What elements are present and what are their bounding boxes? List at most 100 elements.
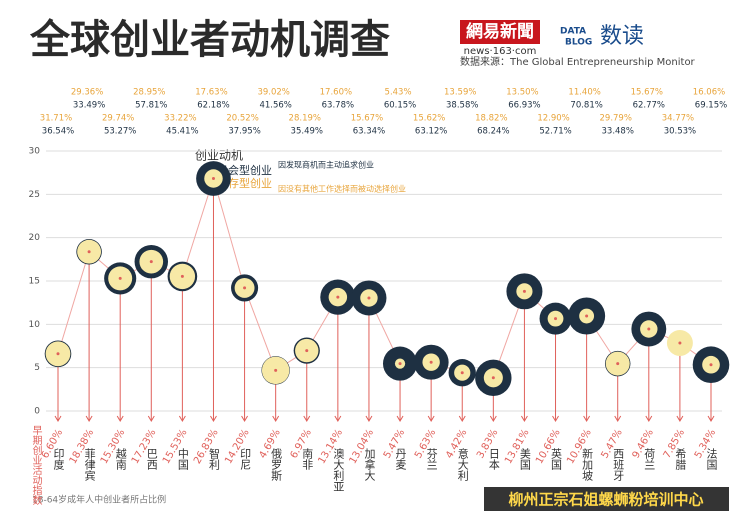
watermark-bg — [484, 487, 729, 511]
arrow — [458, 415, 466, 422]
necessity-label: 17.63% — [195, 88, 227, 98]
arrow — [676, 415, 684, 422]
x-tick-label: 南非 — [301, 448, 314, 471]
source: 数据来源：The Global Entrepreneurship Monitor — [460, 55, 696, 68]
necessity-label: 15.62% — [413, 114, 445, 124]
x-tick-label: 俄罗斯 — [270, 448, 283, 482]
point — [647, 327, 651, 331]
necessity-label: 12.90% — [537, 114, 569, 124]
point — [211, 176, 215, 180]
x-tick-label: 印尼 — [239, 448, 252, 471]
point — [367, 296, 371, 300]
necessity-label: 39.02% — [257, 88, 289, 98]
point — [709, 363, 713, 367]
blog-bottom: BLOG — [565, 38, 592, 48]
arrow — [210, 415, 217, 422]
legend-desc: 因没有其他工作选择而被动选择创业 — [278, 184, 406, 194]
point — [460, 371, 464, 375]
necessity-label: 20.52% — [226, 114, 258, 124]
opportunity-label: 68.24% — [477, 127, 509, 137]
opportunity-label: 38.58% — [446, 101, 478, 111]
opportunity-label: 30.53% — [664, 127, 696, 137]
point — [554, 317, 558, 321]
necessity-label: 28.19% — [289, 114, 321, 124]
arrow — [489, 415, 497, 422]
necessity-label: 33.22% — [164, 114, 196, 124]
x-tick-label: 日本 — [487, 448, 500, 471]
line — [57, 176, 712, 379]
arrow — [85, 415, 93, 422]
arrow — [521, 415, 528, 422]
opportunity-label: 35.49% — [291, 127, 323, 137]
point — [398, 362, 402, 366]
necessity-label: 18.82% — [475, 114, 507, 124]
point — [429, 360, 433, 364]
x-tick-label: 法国 — [705, 447, 718, 471]
necessity-label: 31.71% — [40, 114, 72, 124]
blog-top: DATA — [560, 27, 586, 37]
opportunity-label: 45.41% — [166, 127, 198, 137]
opportunity-label: 62.18% — [197, 101, 229, 111]
point — [274, 368, 278, 372]
x-tick-label: 澳大利亚 — [332, 448, 345, 492]
x-tick-label: 巴西 — [145, 448, 158, 470]
opportunity-label: 57.81% — [135, 101, 167, 111]
logo-name: 網易新聞 — [466, 21, 534, 42]
necessity-label: 29.79% — [600, 114, 632, 124]
point — [180, 274, 184, 278]
logo-bg — [460, 20, 540, 44]
point — [56, 352, 60, 356]
arrow — [707, 415, 715, 422]
y-tick-label: 20 — [29, 233, 41, 243]
arrow — [178, 415, 186, 422]
x-tick-label: 芬兰 — [425, 448, 438, 470]
arrow — [552, 415, 559, 422]
opportunity-label: 36.54% — [42, 127, 74, 137]
y-tick-label: 30 — [29, 147, 41, 157]
blog-name: 数读 — [600, 24, 644, 49]
arrow — [334, 415, 342, 422]
point — [243, 286, 247, 290]
point — [87, 250, 91, 254]
necessity-label: 29.74% — [102, 114, 134, 124]
opportunity-label: 70.81% — [570, 101, 602, 111]
arrow — [583, 415, 591, 422]
point — [522, 289, 526, 293]
necessity-label: 11.40% — [568, 88, 600, 98]
necessity-label: 13.50% — [506, 88, 538, 98]
opportunity-label: 69.15% — [695, 101, 727, 111]
point — [585, 314, 589, 318]
arrow — [147, 415, 155, 422]
x-tick-label: 印度 — [52, 448, 65, 471]
arrow — [614, 415, 622, 422]
opportunity-label: 33.49% — [73, 101, 105, 111]
arrow — [54, 415, 62, 422]
necessity-label: 29.36% — [71, 88, 103, 98]
logo-url: news·163·com — [464, 46, 537, 57]
y-tick-label: 5 — [34, 363, 40, 373]
opportunity-label: 37.95% — [228, 127, 260, 137]
x-tick-label: 西班牙 — [612, 448, 625, 482]
necessity-label: 16.06% — [693, 88, 725, 98]
arrow — [396, 415, 404, 422]
x-tick-label: 丹麦 — [394, 448, 407, 471]
necessity-label: 28.95% — [133, 88, 165, 98]
y-tick-label: 10 — [29, 320, 41, 330]
watermark: 柳州正宗石姐螺蛳粉培训中心 — [508, 491, 703, 509]
x-tick-label: 新加坡 — [581, 447, 594, 482]
legend-label: 机会型创业 — [217, 163, 272, 177]
necessity-label: 34.77% — [662, 114, 694, 124]
x-tick-label: 菲律宾 — [83, 448, 96, 481]
legend-title: 创业动机 — [195, 149, 243, 163]
necessity-label: 13.59% — [444, 88, 476, 98]
x-tick-label: 越南 — [114, 447, 127, 470]
y-tick-label: 25 — [29, 190, 40, 200]
legend-desc: 因发现商机而主动追求创业 — [278, 160, 374, 170]
x-tick-label: 美国 — [518, 448, 531, 471]
x-tick-label: 荷兰 — [643, 448, 656, 470]
necessity-label: 15.67% — [631, 88, 663, 98]
x-tick-label: 希腊 — [674, 447, 687, 471]
necessity-label: 17.60% — [320, 88, 352, 98]
arrow — [241, 415, 248, 422]
opportunity-label: 52.71% — [539, 127, 571, 137]
